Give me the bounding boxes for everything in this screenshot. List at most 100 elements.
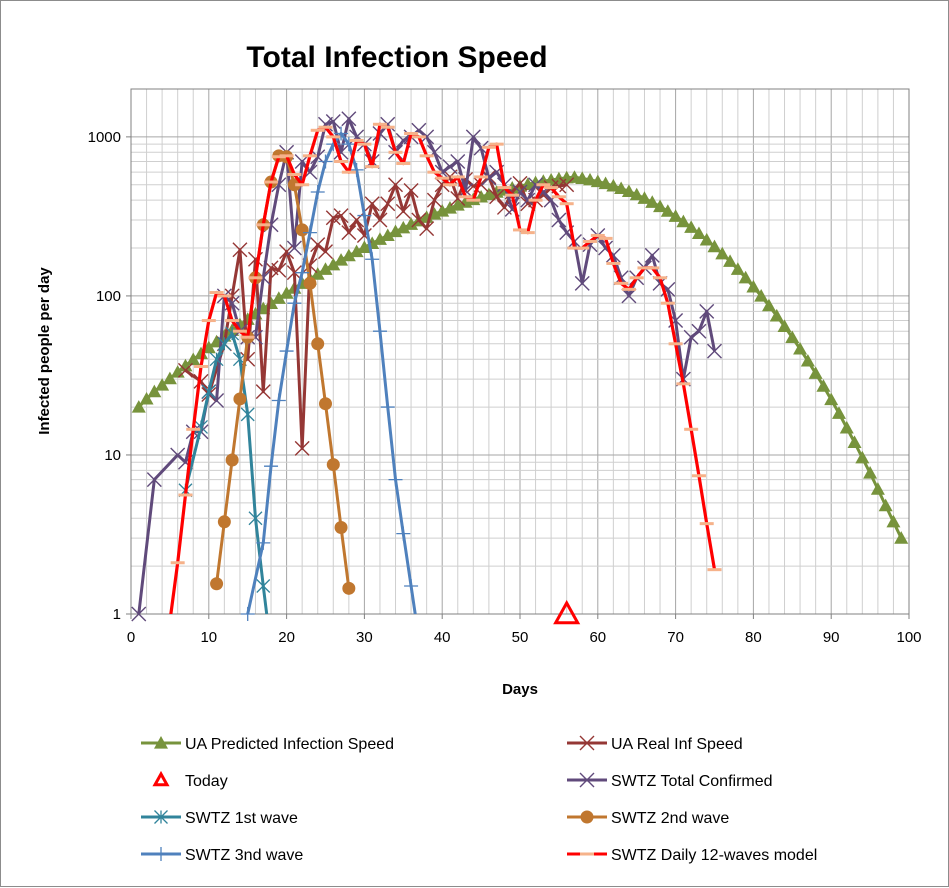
data-point — [489, 142, 504, 146]
data-point — [497, 186, 512, 190]
data-point — [147, 384, 162, 398]
data-point — [365, 252, 380, 267]
data-point — [684, 220, 699, 233]
data-point — [489, 189, 505, 205]
data-point — [326, 458, 340, 472]
data-point — [225, 319, 240, 323]
series-swtz-3nd-wave — [240, 126, 419, 621]
legend-item: Today — [152, 770, 228, 790]
data-point — [286, 265, 302, 281]
data-point — [442, 159, 458, 175]
data-point — [637, 266, 652, 270]
data-point — [131, 606, 147, 622]
data-point — [380, 196, 396, 212]
data-point — [699, 232, 714, 246]
data-point — [388, 177, 404, 193]
legend-marker — [579, 772, 595, 788]
chart-title: Total Infection Speed — [246, 41, 547, 74]
y-axis-title: Infected people per day — [36, 267, 53, 435]
data-point — [395, 203, 411, 219]
legend-marker — [580, 810, 594, 824]
data-point — [777, 319, 792, 333]
data-point — [248, 511, 263, 526]
x-tick-label: 100 — [896, 629, 921, 646]
data-point — [621, 184, 636, 198]
data-point — [691, 226, 706, 240]
data-point — [264, 180, 279, 184]
data-point — [388, 224, 403, 238]
x-tick-label: 0 — [127, 629, 135, 646]
legend-item: SWTZ Total Confirmed — [567, 772, 773, 790]
data-point — [279, 244, 295, 260]
data-point — [870, 482, 885, 495]
data-point — [162, 371, 177, 385]
data-point — [886, 514, 901, 528]
data-point — [279, 344, 294, 359]
data-point — [194, 364, 209, 368]
data-point — [380, 228, 395, 242]
data-point — [271, 291, 286, 304]
data-point — [847, 435, 862, 448]
data-point — [310, 128, 325, 132]
data-point — [894, 531, 909, 544]
data-point — [505, 193, 520, 197]
data-point — [629, 276, 644, 280]
data-point — [155, 378, 170, 391]
data-point — [178, 493, 193, 497]
data-point — [177, 362, 193, 378]
data-point — [653, 199, 668, 213]
data-point — [668, 209, 683, 222]
data-point — [287, 173, 302, 177]
data-point — [520, 231, 535, 235]
data-point — [426, 192, 442, 208]
data-point — [256, 223, 271, 227]
data-point — [536, 183, 551, 187]
data-point — [271, 393, 286, 408]
data-point — [194, 419, 208, 434]
legend-label: UA Predicted Infection Speed — [185, 736, 394, 753]
data-point — [326, 257, 341, 271]
data-point — [326, 135, 341, 139]
data-point — [217, 515, 231, 529]
data-point — [411, 135, 426, 139]
data-point — [310, 267, 325, 280]
data-point — [139, 391, 154, 405]
data-point — [660, 204, 675, 217]
data-point — [217, 294, 232, 298]
legend-label: UA Real Inf Speed — [611, 736, 743, 753]
data-point — [341, 137, 356, 152]
data-point — [761, 298, 776, 312]
data-point — [170, 561, 185, 565]
x-tick-label: 80 — [745, 629, 762, 646]
data-point — [271, 262, 287, 278]
series-layer — [131, 111, 909, 625]
legend-marker — [154, 810, 168, 824]
legend-marker — [152, 770, 170, 787]
data-point — [357, 208, 372, 223]
data-point — [372, 126, 388, 142]
data-point — [248, 276, 263, 280]
data-point — [333, 208, 349, 224]
series-line — [184, 175, 567, 450]
data-point — [683, 329, 699, 345]
data-point — [318, 154, 333, 169]
data-point — [474, 175, 489, 179]
data-point — [334, 160, 349, 164]
data-point — [583, 239, 598, 243]
data-point — [785, 330, 800, 344]
data-point — [233, 392, 247, 406]
data-point — [707, 343, 722, 359]
y-tick-label: 1000 — [88, 129, 121, 146]
data-point — [146, 472, 162, 488]
data-point — [380, 125, 395, 129]
legend-marker — [580, 852, 594, 856]
data-point — [178, 358, 193, 372]
legend-item: SWTZ Daily 12-waves model — [567, 847, 817, 864]
data-point — [380, 400, 395, 415]
data-point — [590, 233, 605, 237]
data-point — [349, 162, 364, 177]
data-point — [294, 440, 310, 456]
data-point — [271, 155, 286, 159]
legend-item: UA Real Inf Speed — [567, 735, 743, 753]
